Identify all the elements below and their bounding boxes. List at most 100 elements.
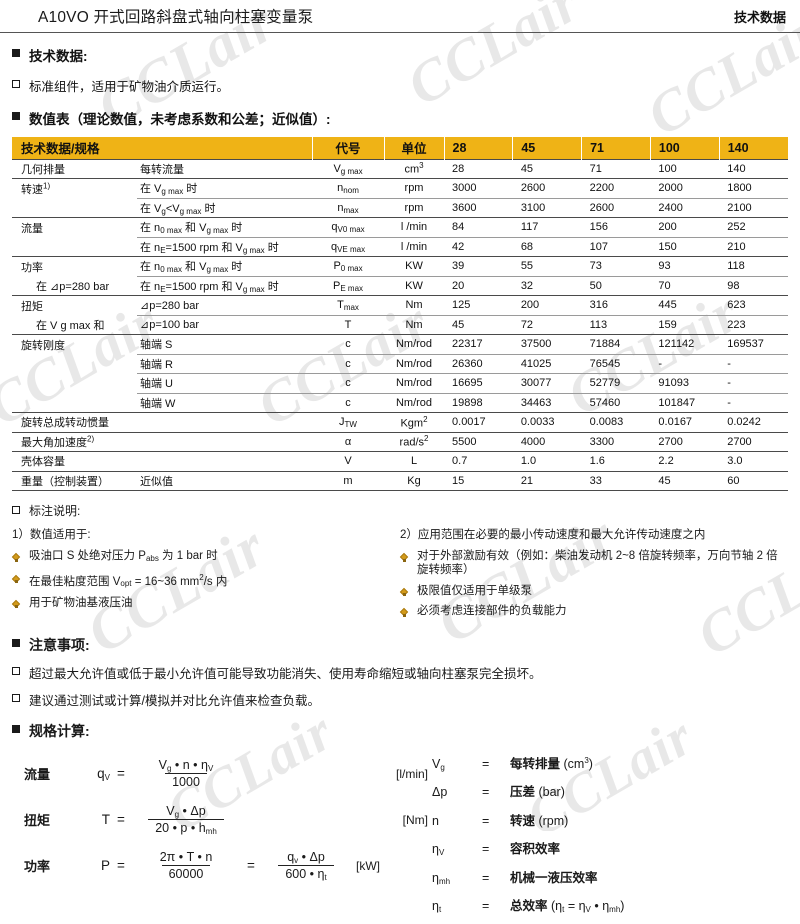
legend-paren: (bar) <box>538 785 565 799</box>
row-code: m <box>312 470 385 491</box>
formula-name: 功率 <box>24 859 51 874</box>
row-value: 4000 <box>512 431 582 452</box>
row-value: 0.0167 <box>650 412 720 432</box>
row-value: 3000 <box>444 178 513 198</box>
row-value: 15 <box>444 470 513 491</box>
row-value: 60 <box>719 470 788 491</box>
row-value: - <box>719 392 788 413</box>
table-row: 在 nE=1500 rpm 和 Vg max 时 qVE max l /min 42 6… <box>12 236 788 257</box>
row-value: 0.0242 <box>719 412 788 432</box>
diamond-bullet-icon <box>400 588 409 597</box>
row-sub-label <box>137 451 313 471</box>
square-bullet-icon <box>12 724 20 733</box>
legend-paren: (rpm) <box>538 813 569 828</box>
row-value: 252 <box>719 217 788 237</box>
row-code: Vg max <box>312 158 385 179</box>
row-code: Tmax <box>312 295 385 315</box>
row-value: 118 <box>719 256 788 276</box>
legend-text: 容积效率 <box>510 842 561 856</box>
legend-symbol: Δp <box>432 785 448 799</box>
row-value: 91093 <box>650 373 720 393</box>
footnote-text: 吸油口 S 处绝对压力 Pabs 为 1 bar 时 <box>29 550 218 563</box>
formula-unit: [l/min] <box>395 766 428 781</box>
row-group-label: 壳体容量 <box>12 451 137 471</box>
row-value: 70 <box>650 275 720 296</box>
row-value: 3600 <box>444 197 513 218</box>
row-value: 2600 <box>512 178 582 198</box>
row-code: JTW <box>312 412 385 432</box>
formula-fraction: Vg • n • ηV 1000 <box>132 758 240 789</box>
footnotes-header: 标注说明: <box>12 502 788 519</box>
col-header-code: 代号 <box>312 137 385 159</box>
formula-numerator: Vg • n • ηV <box>158 758 214 773</box>
legend-paren: (ηt = ηV • ηmh) <box>550 899 625 914</box>
row-sub-label: 在 Vg max 时 <box>137 178 313 198</box>
spec-table: 技术数据/规格 代号 单位 28 45 71 100 140 几何排量 每转流量 V… <box>12 137 788 491</box>
footnote-text: 在最佳粘度范围 Vopt = 16~36 mm2/s 内 <box>29 572 228 589</box>
datasheet-page: CCLair CCLair CCLair CCLair CCLair CCLai… <box>0 0 800 831</box>
row-sub-label: ⊿p=280 bar <box>137 295 313 315</box>
section-tech-data: 技术数据: <box>12 45 788 65</box>
legend-symbol: ηV <box>432 842 445 857</box>
row-value: 2100 <box>719 197 788 218</box>
row-unit: Nm/rod <box>384 392 445 413</box>
formula-denominator: 60000 <box>161 865 211 881</box>
caution-section: 注意事项: 超过最大允许值或低于最小允许值可能导致功能消失、使用寿命缩短或轴向柱… <box>12 635 788 709</box>
caution-text: 超过最大允许值或低于最小允许值可能导致功能消失、使用寿命缩短或轴向柱塞泵完全损坏… <box>29 666 542 681</box>
row-value: 2700 <box>719 431 788 452</box>
row-value: 22317 <box>444 334 513 354</box>
row-unit: Kgm2 <box>384 412 445 432</box>
formula-denominator: 20 • p • hmh <box>148 819 224 836</box>
legend-row: Vg = 每转排量 (cm3) <box>432 753 762 782</box>
row-value: 19898 <box>444 392 513 413</box>
table-row: 最大角加速度2) α rad/s2 5500 4000 3300 2700 2700 <box>12 431 788 452</box>
row-group-label: 功率 <box>12 256 137 276</box>
row-value: 210 <box>719 236 788 257</box>
col-header-unit: 单位 <box>384 137 445 159</box>
row-unit: L <box>384 451 445 471</box>
legend-text: 压差 (bar) <box>510 785 565 799</box>
row-value: 72 <box>512 314 582 335</box>
table-title: 数值表（理论数值，未考虑系数和公差；近似值）: <box>29 112 331 127</box>
formula-header: 规格计算: <box>12 721 788 741</box>
legend-row: Δp = 压差 (bar) <box>432 781 762 810</box>
formula-name: 流量 <box>24 767 51 782</box>
intro-note-row: 标准组件，适用于矿物油介质运行。 <box>12 76 788 95</box>
col-header-size-140: 140 <box>719 137 788 159</box>
diamond-bullet-icon <box>12 553 21 562</box>
row-code: P0 max <box>312 256 385 276</box>
legend-symbol: ηt <box>432 899 442 914</box>
row-code: qV0 max <box>312 217 385 237</box>
row-group-label: 重量（控制装置） <box>12 470 137 491</box>
formula-row: 扭矩 T = Vg • Δp 20 • p • hmh [Nm] <box>12 797 432 843</box>
formula-title: 规格计算: <box>29 722 90 739</box>
table-row: 几何排量 每转流量 Vg max cm3 28 45 71 100 140 <box>12 158 788 179</box>
square-bullet-icon <box>12 112 20 120</box>
table-row: 转速1) 在 Vg max 时 nnom rpm 3000 2600 2200 2000 180… <box>12 178 788 198</box>
footnotes-title: 标注说明: <box>29 504 81 518</box>
row-value: 26360 <box>444 353 513 374</box>
legend-equals: = <box>482 870 490 885</box>
row-value: 2000 <box>650 178 720 198</box>
row-value: 2700 <box>650 431 720 452</box>
row-sub-label: 轴端 R <box>137 353 313 374</box>
row-value: 140 <box>719 158 788 179</box>
row-value: 84 <box>444 217 513 237</box>
formula-equals: = <box>117 858 125 873</box>
row-value: 100 <box>650 158 720 179</box>
legend-text: 机械一液压效率 <box>510 870 598 885</box>
row-code: α <box>312 431 385 452</box>
row-value: - <box>719 353 788 374</box>
row-value: - <box>650 353 720 374</box>
row-value: 45 <box>512 158 582 179</box>
formula-lhs: P <box>100 858 110 873</box>
row-group-label: 转速1) <box>12 178 137 198</box>
table-row: 扭矩 ⊿p=280 bar Tmax Nm 125 200 316 445 623 <box>12 295 788 315</box>
col-header-size-71: 71 <box>581 137 651 159</box>
diamond-bullet-icon <box>12 575 21 584</box>
row-value: 39 <box>444 256 513 276</box>
row-code: c <box>312 334 385 354</box>
row-value: 76545 <box>581 353 651 374</box>
row-code: qVE max <box>312 236 385 257</box>
